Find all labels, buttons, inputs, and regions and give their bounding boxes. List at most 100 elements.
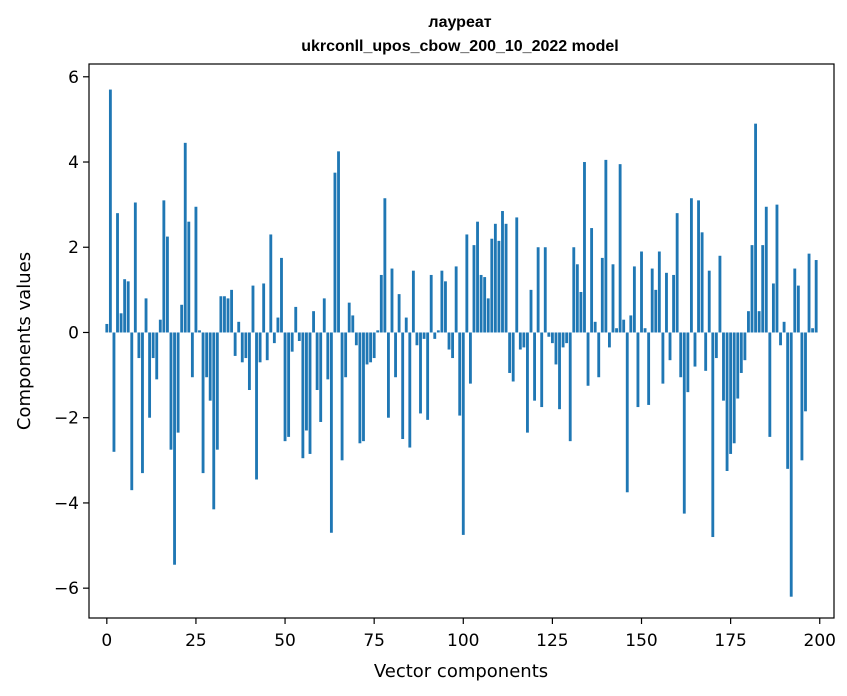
bar-50 [283,332,287,442]
y-tick-label-0: −6 [54,579,79,599]
bar-22 [183,142,187,333]
bar-19 [173,332,176,565]
bar-106 [483,277,487,333]
bar-124 [547,332,551,337]
bar-95 [444,281,447,333]
bar-127 [558,332,561,410]
bar-67 [344,332,348,378]
bar-20 [176,332,180,433]
bar-176 [732,332,736,444]
bar-191 [786,332,790,469]
x-tick-label-125: 125 [536,631,568,651]
bar-141 [608,332,611,348]
bar-21 [180,304,184,333]
bar-102 [468,332,472,384]
bar-112 [504,223,508,333]
bar-29 [208,332,212,401]
bar-27 [201,332,205,474]
bar-56 [305,332,308,431]
y-tick-label-2: −2 [54,409,79,429]
x-tick-label-150: 150 [625,631,657,651]
bar-120 [533,332,536,401]
bar-103 [472,245,476,333]
bar-178 [739,332,743,373]
bar-7 [130,332,134,491]
bar-47 [272,332,276,344]
bar-110 [497,240,501,333]
bar-57 [308,332,312,454]
bar-48 [276,317,280,333]
bar-49 [280,257,283,333]
bar-145 [622,319,626,333]
bar-97 [451,332,455,359]
bar-149 [636,332,640,408]
bar-159 [672,274,676,333]
bar-177 [736,332,740,399]
x-tick-label-75: 75 [363,631,385,651]
bar-15 [158,319,162,333]
bar-187 [771,283,775,333]
bar-132 [575,264,579,333]
bar-167 [700,232,704,333]
bar-196 [804,332,807,412]
bar-43 [258,332,262,363]
bar-169 [707,270,711,333]
bar-96 [447,332,451,350]
bar-198 [811,328,815,333]
chart-title-line-2: ukrconll_upos_cbow_200_10_2022 model [301,38,618,55]
bar-58 [312,311,315,333]
bar-32 [219,296,223,333]
bar-116 [518,332,522,350]
bar-148 [632,266,636,333]
bar-63 [329,332,333,533]
bar-1 [108,89,112,333]
bar-188 [775,204,779,333]
bar-59 [315,332,319,391]
bar-185 [764,206,768,333]
bar-12 [148,332,152,418]
bar-190 [782,321,786,333]
bar-114 [511,332,515,382]
bar-83 [401,332,405,440]
bar-0 [105,323,109,333]
bar-174 [725,332,729,471]
bar-62 [326,332,330,380]
bar-82 [397,294,401,333]
bar-181 [750,245,754,333]
bar-60 [319,332,323,422]
bar-146 [625,332,629,493]
bar-144 [618,164,622,333]
bar-18 [169,332,173,450]
x-axis-ticks: 0 25 50 75 100 125 150 175 200 [101,618,836,651]
x-tick-label-100: 100 [447,631,479,651]
bar-16 [162,200,166,333]
bar-136 [590,228,594,333]
bar-139 [600,257,604,333]
bar-135 [586,332,590,386]
bar-154 [654,289,658,333]
bar-117 [522,332,526,348]
bar-197 [807,253,811,333]
bar-130 [568,332,572,442]
bar-39 [244,332,248,359]
bar-182 [754,123,757,333]
bar-6 [126,281,130,333]
bar-51 [287,332,291,437]
bar-53 [294,306,298,333]
bar-17 [166,236,169,333]
bar-5 [123,279,127,333]
bar-69 [351,315,355,333]
bar-34 [226,298,230,333]
bar-33 [223,296,226,333]
bar-94 [440,270,444,333]
bar-99 [458,332,462,416]
bar-104 [476,221,479,333]
x-axis-label: Vector components [374,661,548,682]
bar-133 [579,291,583,333]
y-axis-ticks: −6 −4 −2 0 2 4 6 [54,68,89,599]
bar-180 [747,311,750,333]
bar-68 [347,302,351,333]
bar-137 [593,321,597,333]
